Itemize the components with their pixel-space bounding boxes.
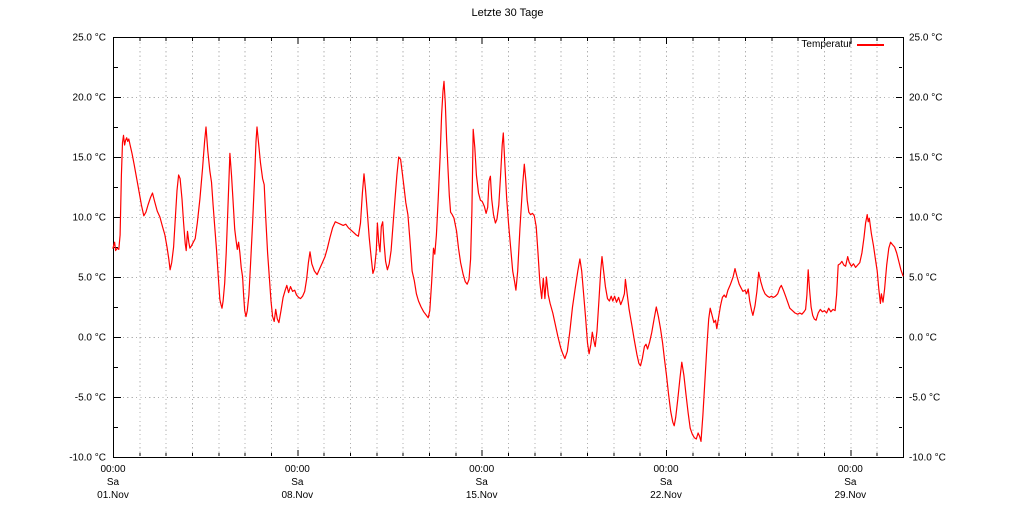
x-axis-date-label: 22.Nov (650, 490, 682, 501)
x-axis-weekday-label: Sa (107, 477, 120, 488)
x-axis-date-label: 08.Nov (281, 490, 313, 501)
x-axis-date-label: 29.Nov (834, 490, 866, 501)
y-axis-tick-label-right: 25.0 °C (909, 33, 942, 44)
y-axis-tick-label-right: 5.0 °C (909, 273, 937, 284)
y-axis-tick-label-right: 20.0 °C (909, 93, 942, 104)
legend-line-sample-icon (857, 43, 884, 46)
y-axis-tick-label-right: -5.0 °C (909, 393, 940, 404)
temperature-series-line (112, 80, 904, 442)
y-axis-tick-label-right: -10.0 °C (909, 453, 946, 464)
x-axis-weekday-label: Sa (660, 477, 673, 488)
x-axis-weekday-label: Sa (844, 477, 857, 488)
x-axis-time-label: 00:00 (285, 464, 310, 475)
y-axis-tick-label-right: 10.0 °C (909, 213, 942, 224)
legend: Temperatur (801, 39, 884, 50)
y-axis-tick-label-left: 20.0 °C (73, 93, 106, 104)
y-axis-tick-label-right: 15.0 °C (909, 153, 942, 164)
y-axis-tick-label-right: 0.0 °C (909, 333, 937, 344)
y-axis-tick-label-left: -10.0 °C (69, 453, 106, 464)
y-axis-tick-label-left: -5.0 °C (75, 393, 106, 404)
y-axis-tick-label-left: 10.0 °C (73, 213, 106, 224)
y-axis-tick-label-left: 0.0 °C (78, 333, 106, 344)
x-axis-time-label: 00:00 (469, 464, 494, 475)
x-axis-time-label: 00:00 (838, 464, 863, 475)
x-axis-weekday-label: Sa (476, 477, 489, 488)
x-axis-weekday-label: Sa (291, 477, 304, 488)
x-axis-date-label: 15.Nov (466, 490, 498, 501)
x-axis-date-label: 01.Nov (97, 490, 129, 501)
chart-title: Letzte 30 Tage (471, 7, 544, 19)
y-axis-tick-label-left: 5.0 °C (78, 273, 106, 284)
y-axis-tick-label-left: 15.0 °C (73, 153, 106, 164)
y-axis-tick-label-left: 25.0 °C (73, 33, 106, 44)
legend-label: Temperatur (801, 39, 852, 50)
x-axis-time-label: 00:00 (653, 464, 678, 475)
x-axis-time-label: 00:00 (100, 464, 125, 475)
